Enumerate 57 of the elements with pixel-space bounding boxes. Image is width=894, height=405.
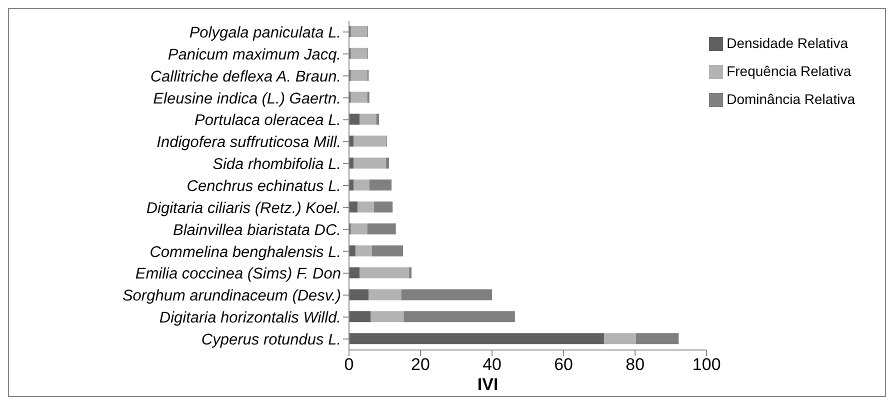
bar [349, 114, 360, 125]
bar [636, 333, 679, 344]
bar [401, 289, 492, 300]
bar [360, 267, 410, 278]
x-tick-label: 80 [626, 355, 645, 374]
bar [409, 267, 412, 278]
bar [368, 289, 402, 300]
bar [350, 92, 368, 103]
legend-label: Densidade Relativa [726, 35, 848, 51]
y-tick-label: Indigofera suffruticosa Mill. [156, 134, 341, 152]
bar [350, 48, 368, 59]
y-tick-label: Sida rhombifolia L. [212, 156, 341, 174]
bar [355, 245, 372, 256]
bar [376, 114, 380, 125]
bar [349, 333, 604, 344]
bar [350, 70, 368, 81]
bar [360, 114, 376, 125]
x-tick-label: 60 [554, 355, 574, 374]
x-axis-title: IVI [477, 375, 498, 394]
bar [350, 223, 368, 234]
bar [386, 158, 390, 169]
y-tick-label: Emilia coccinea (Sims) F. Don [135, 266, 341, 283]
y-tick-label: Blainvillea biaristata DC. [173, 222, 341, 239]
y-tick-label: Commelina benghalensis L. [150, 244, 341, 261]
bar [354, 136, 386, 147]
y-tick-label: Sorghum arundinaceum (Desv.) [122, 288, 341, 305]
bar [354, 180, 370, 191]
y-tick-label: Panicum maximum Jacq. [168, 46, 341, 64]
bar [349, 201, 358, 212]
bar [369, 180, 392, 191]
bar [349, 267, 360, 278]
bar [367, 223, 396, 234]
x-tick-label: 40 [482, 355, 502, 374]
y-tick-label: Callitriche deflexa A. Braun. [150, 68, 341, 86]
bar [358, 201, 374, 212]
bar [372, 245, 403, 256]
bar [404, 311, 515, 322]
y-tick-label: Digitaria horizontalis Willd. [159, 310, 341, 327]
y-tick-label: Cenchrus echinatus L. [186, 178, 341, 196]
bar [349, 289, 369, 300]
legend-label: Dominância Relativa [726, 91, 855, 107]
legend-label: Frequência Relativa [726, 63, 852, 79]
y-tick-label: Eleusine indica (L.) Gaertn. [153, 90, 341, 108]
bar [350, 26, 368, 37]
bar [374, 201, 393, 212]
y-tick-label: Cyperus rotundus L. [201, 332, 341, 349]
x-tick-label: 20 [411, 355, 430, 374]
y-tick-label: Digitaria ciliaris (Retz.) Koel. [146, 200, 341, 217]
y-tick-label: Portulaca oleracea L. [194, 112, 341, 130]
x-tick-label: 100 [692, 355, 721, 374]
bar [349, 245, 356, 256]
bar [604, 333, 636, 344]
bar [370, 311, 404, 322]
x-tick-label: 0 [344, 355, 354, 374]
y-tick-label: Polygala paniculata L. [189, 24, 341, 42]
bar [349, 311, 371, 322]
bar [354, 158, 386, 169]
